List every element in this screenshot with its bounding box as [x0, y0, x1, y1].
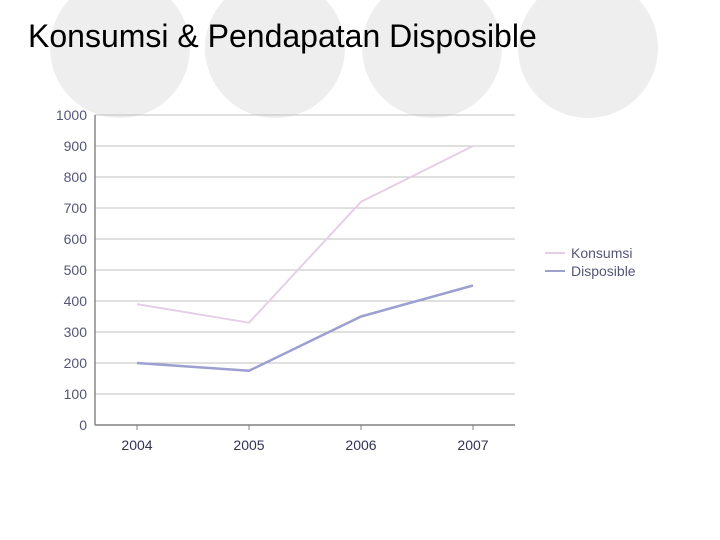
y-tick-label: 700: [0, 200, 87, 216]
y-tick-label: 900: [0, 138, 87, 154]
y-tick-label: 300: [0, 324, 87, 340]
x-tick-label: 2006: [345, 437, 376, 453]
y-tick-label: 400: [0, 293, 87, 309]
y-tick-label: 1000: [0, 107, 87, 123]
y-tick-label: 200: [0, 355, 87, 371]
legend-item: Konsumsi: [545, 245, 636, 261]
y-tick-label: 500: [0, 262, 87, 278]
legend-label: Konsumsi: [571, 245, 632, 261]
y-tick-label: 600: [0, 231, 87, 247]
x-tick-label: 2005: [233, 437, 264, 453]
chart-legend: Konsumsi Disposible: [545, 245, 636, 281]
legend-label: Disposible: [571, 263, 636, 279]
page-title: Konsumsi & Pendapatan Disposible: [28, 18, 537, 55]
series-line: [137, 146, 473, 323]
y-tick-label: 100: [0, 386, 87, 402]
y-tick-label: 800: [0, 169, 87, 185]
legend-swatch: [545, 252, 565, 254]
y-tick-label: 0: [0, 417, 87, 433]
x-tick-label: 2004: [121, 437, 152, 453]
series-line: [137, 286, 473, 371]
x-tick-label: 2007: [457, 437, 488, 453]
legend-item: Disposible: [545, 263, 636, 279]
legend-swatch: [545, 270, 565, 272]
